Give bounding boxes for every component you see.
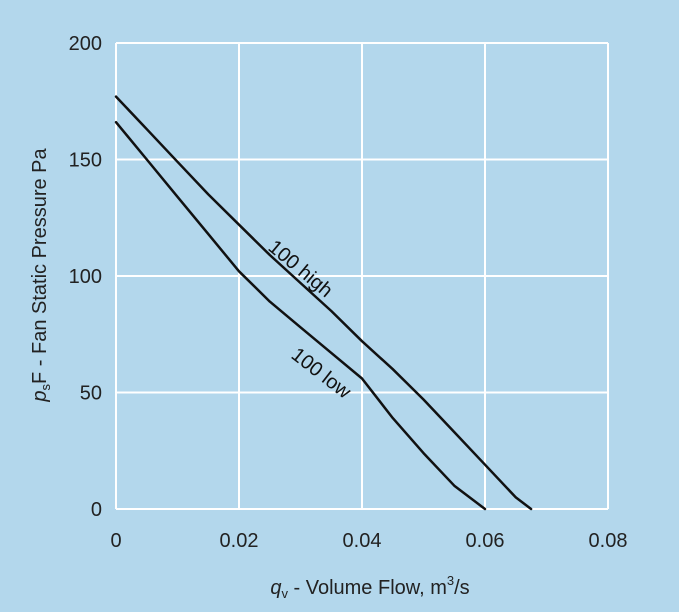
- series-name-100-low: 100 low: [287, 344, 355, 404]
- tick-labels: 0 0.02 0.04 0.06 0.08 0 50 100 150 200: [69, 33, 628, 552]
- x-axis-title: qv - Volume Flow, m3/s: [270, 573, 469, 601]
- x-tick-label: 0.08: [589, 530, 628, 552]
- series-label-100-low: 100 low: [287, 344, 355, 404]
- y-tick-label: 150: [69, 150, 102, 172]
- series-line-100-low: [114, 120, 487, 511]
- grid-layer: [115, 42, 609, 510]
- x-axis-suffix: /s: [454, 577, 470, 599]
- y-tick-label: 50: [80, 383, 102, 405]
- x-tick-label: 0: [110, 530, 121, 552]
- x-tick-label: 0.06: [466, 530, 505, 552]
- x-axis-symbol: q: [270, 577, 281, 599]
- x-tick-label: 0.02: [220, 530, 259, 552]
- series-label-100-high: 100 high: [264, 236, 337, 302]
- x-axis-superscript: 3: [447, 573, 454, 588]
- x-tick-label: 0.04: [343, 530, 382, 552]
- y-axis-title: psF - Fan Static Pressure Pa: [29, 147, 53, 402]
- y-axis-symbol: p: [29, 391, 51, 403]
- series-line-100-high: [114, 95, 533, 511]
- y-tick-label: 100: [69, 266, 102, 288]
- y-axis-text: F - Fan Static Pressure Pa: [29, 147, 51, 384]
- y-tick-label: 0: [91, 499, 102, 521]
- series-name-100-high: 100 high: [264, 236, 337, 302]
- x-axis-subscript: v: [281, 586, 288, 601]
- x-axis-text: - Volume Flow, m: [288, 577, 447, 599]
- series-layer: [114, 95, 533, 511]
- y-tick-label: 200: [69, 33, 102, 55]
- y-axis-subscript: s: [38, 384, 53, 391]
